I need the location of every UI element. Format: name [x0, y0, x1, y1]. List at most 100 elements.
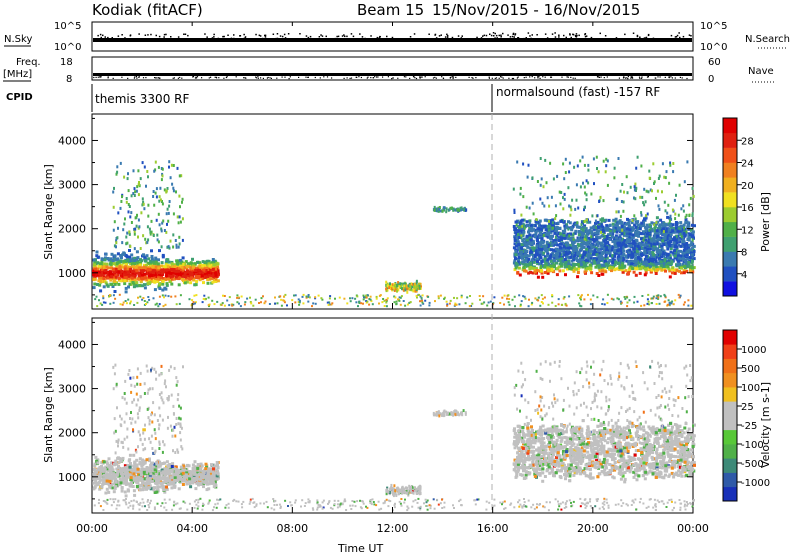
echo-cell — [675, 223, 678, 227]
echo-cell — [569, 232, 573, 236]
echo-cell — [554, 247, 558, 251]
echo-cell — [419, 295, 422, 298]
echo-cell — [142, 200, 145, 204]
echo-cell — [138, 263, 142, 267]
echo-cell — [619, 189, 622, 193]
echo-cell — [539, 224, 543, 228]
echo-cell — [202, 297, 205, 300]
echo-cell — [456, 297, 459, 300]
echo-cell — [631, 235, 635, 239]
nsearch-point — [530, 37, 532, 40]
echo-cell — [592, 251, 596, 255]
echo-cell — [590, 235, 593, 239]
echo-cell — [523, 249, 527, 253]
echo-cell — [420, 285, 422, 289]
echo-cell — [643, 187, 646, 191]
echo-cell — [174, 275, 178, 279]
echo-cell — [668, 224, 672, 227]
echo-cell — [521, 224, 524, 228]
nsearch-point — [446, 33, 448, 36]
echo-cell — [144, 237, 147, 241]
echo-cell — [684, 221, 688, 225]
echo-cell — [193, 262, 197, 266]
echo-cell — [596, 167, 598, 170]
echo-cell — [439, 294, 442, 297]
echo-cell — [663, 200, 666, 204]
nave-point — [550, 76, 552, 78]
echo-cell — [208, 264, 212, 268]
echo-cell — [612, 218, 616, 222]
echo-cell — [605, 164, 608, 168]
echo-cell — [200, 270, 204, 274]
echo-cell — [178, 174, 181, 178]
echo-cell — [166, 207, 169, 211]
nsearch-point — [467, 38, 470, 40]
nsearch-point — [276, 37, 279, 40]
echo-cell — [133, 232, 136, 236]
nsearch-point — [318, 36, 321, 38]
echo-cell — [262, 295, 264, 298]
nsearch-point — [451, 36, 454, 39]
nave-point — [488, 77, 490, 79]
echo-cell — [637, 245, 640, 248]
echo-cell — [551, 221, 554, 225]
echo-cell — [565, 249, 569, 252]
nave-point — [668, 77, 670, 79]
echo-cell — [656, 234, 660, 238]
nsearch-point — [599, 32, 601, 35]
echo-cell — [439, 209, 442, 213]
echo-cell — [160, 261, 164, 265]
echo-cell — [112, 301, 115, 304]
nsearch-point — [376, 36, 379, 39]
echo-cell — [635, 242, 639, 246]
nave-point — [498, 77, 500, 79]
echo-cell — [528, 226, 532, 230]
echo-cell — [192, 303, 195, 306]
echo-cell — [214, 267, 217, 271]
nave-point — [679, 76, 681, 78]
echo-cell — [554, 305, 557, 307]
echo-cell — [562, 297, 565, 300]
echo-cell — [524, 269, 528, 273]
echo-cell — [627, 252, 631, 256]
nave-point — [281, 76, 283, 78]
nave-point — [670, 76, 672, 78]
echo-cell — [634, 273, 638, 277]
echo-cell — [561, 303, 564, 306]
echo-cell — [119, 259, 123, 263]
echo-cell — [674, 230, 678, 234]
echo-cell — [514, 244, 518, 248]
echo-cell — [653, 235, 657, 239]
nsearch-point — [584, 33, 586, 36]
echo-cell — [142, 272, 146, 276]
echo-cell — [168, 280, 172, 283]
echo-cell — [675, 236, 679, 240]
echo-cell — [116, 170, 119, 174]
nsearch-point — [525, 37, 527, 39]
nsearch-point — [204, 33, 206, 35]
echo-cell — [117, 277, 121, 280]
echo-cell — [156, 262, 160, 266]
echo-cell — [622, 233, 626, 237]
echo-cell — [126, 241, 129, 245]
echo-cell — [397, 281, 400, 285]
nsearch-point — [644, 37, 646, 39]
echo-cell — [116, 252, 120, 256]
nave-point — [671, 77, 673, 79]
echo-cell — [646, 298, 649, 301]
nsearch-point — [304, 38, 306, 41]
echo-cell — [582, 240, 586, 244]
echo-cell — [452, 208, 455, 212]
echo-cell — [678, 240, 682, 244]
echo-cell — [556, 243, 560, 247]
nsearch-point — [226, 38, 229, 40]
echo-cell — [652, 266, 656, 270]
echo-cell — [129, 279, 133, 283]
echo-cell — [131, 257, 135, 261]
echo-cell — [113, 282, 117, 286]
echo-cell — [135, 284, 139, 288]
echo-cell — [568, 243, 572, 247]
echo-cell — [633, 214, 636, 218]
